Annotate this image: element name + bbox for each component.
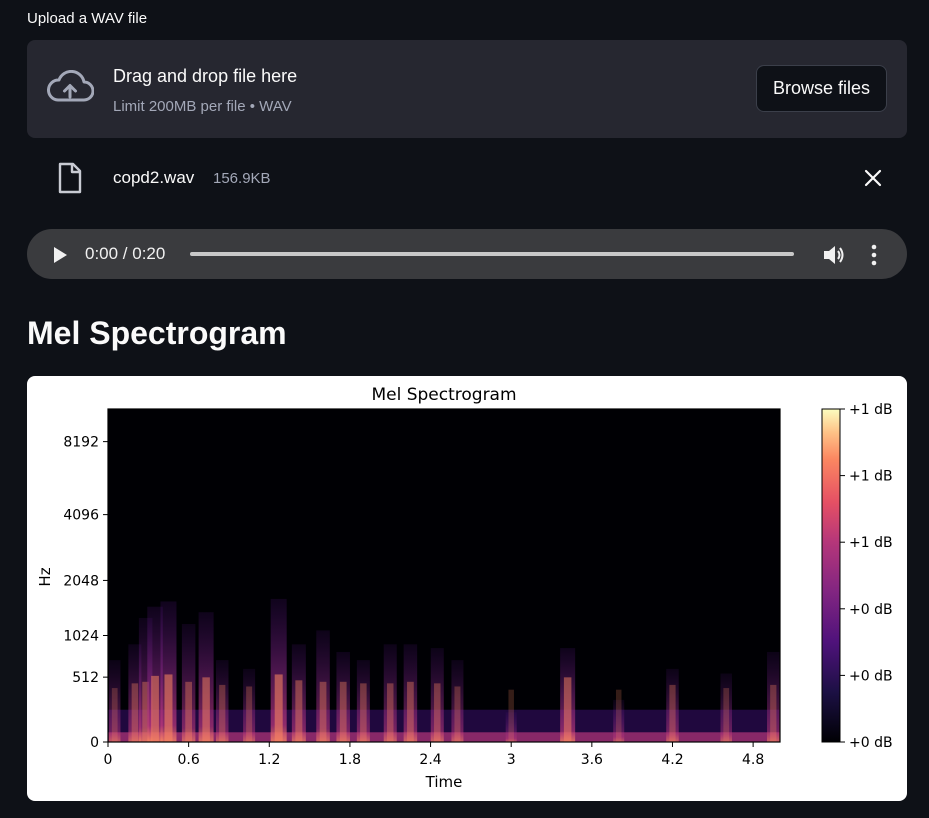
energy-core: [360, 683, 367, 742]
energy-core: [219, 684, 226, 742]
energy-core: [202, 677, 210, 742]
x-tick-label: 0: [104, 752, 113, 768]
x-tick-label: 2.4: [419, 752, 441, 768]
colorbar-tick-label: +1 dB: [849, 402, 893, 418]
energy-core: [434, 683, 441, 742]
plot-frame: [107, 408, 781, 743]
energy-column: [430, 648, 444, 742]
energy-column: [666, 668, 679, 742]
colorbar-ticks: +1 dB +1 dB +1 dB +0 dB +0 dB +0 dB: [840, 402, 893, 751]
energy-core: [319, 681, 327, 742]
mel-spectrogram-chart: Mel Spectrogram 0 0.6 1.2 1.8 2.4 3 3.6 4.2 4.8 …: [36, 385, 893, 791]
energy-column: [198, 612, 214, 742]
energy-core: [723, 688, 730, 742]
y-axis-label: Hz: [36, 567, 54, 586]
energy-core: [563, 677, 572, 742]
close-icon[interactable]: [863, 168, 883, 193]
energy-column: [403, 644, 418, 742]
energy-core: [669, 684, 676, 742]
energy-column: [451, 660, 464, 742]
y-axis-ticks: 0 512 1024 2048 4096 8192: [63, 435, 108, 751]
dropzone-subtitle: Limit 200MB per file • WAV: [113, 98, 292, 115]
energy-column: [336, 651, 350, 742]
energy-column: [356, 660, 370, 742]
x-tick-label: 4.2: [661, 752, 683, 768]
y-tick-label: 0: [90, 735, 99, 751]
dropzone-title: Drag and drop file here: [113, 66, 298, 86]
play-icon[interactable]: [52, 246, 68, 269]
energy-core: [454, 686, 461, 742]
energy-column: [128, 644, 142, 742]
energy-column: [505, 712, 517, 742]
file-icon: [57, 162, 83, 199]
energy-core: [295, 680, 303, 742]
audio-time: 0:00 / 0:20: [85, 244, 166, 263]
energy-column: [767, 651, 780, 742]
energy-core: [164, 674, 173, 742]
x-axis-label: Time: [425, 773, 463, 791]
energy-column: [613, 699, 625, 742]
energy-column: [560, 648, 576, 742]
y-tick-label: 2048: [63, 573, 99, 589]
colorbar-tick-label: +0 dB: [849, 602, 893, 618]
colorbar-tick-label: +0 dB: [849, 668, 893, 684]
x-tick-label: 4.8: [742, 752, 764, 768]
x-axis-ticks: 0 0.6 1.2 1.8 2.4 3 3.6 4.2 4.8: [104, 742, 764, 768]
colorbar-tick-label: +0 dB: [849, 735, 893, 751]
x-tick-label: 3.6: [581, 752, 603, 768]
browse-files-button[interactable]: Browse files: [756, 65, 887, 112]
mel-spectrogram-figure: Mel Spectrogram 0 0.6 1.2 1.8 2.4 3 3.6 4.2 4.8 …: [27, 376, 907, 801]
energy-core: [185, 681, 193, 742]
energy-core: [274, 674, 283, 742]
more-options-icon[interactable]: [870, 244, 878, 271]
colorbar-tick-label: +1 dB: [849, 535, 893, 551]
y-tick-label: 512: [72, 670, 99, 686]
file-dropzone[interactable]: Drag and drop file here Limit 200MB per …: [27, 40, 907, 138]
x-tick-label: 1.8: [339, 752, 361, 768]
energy-column: [108, 660, 121, 742]
x-tick-label: 0.6: [178, 752, 200, 768]
uploaded-file-row: copd2.wav 156.9KB: [27, 158, 907, 198]
energy-column: [243, 668, 256, 742]
energy-core: [508, 689, 514, 742]
cloud-upload-icon: [46, 69, 95, 109]
energy-core: [246, 686, 253, 742]
audio-player: 0:00 / 0:20: [27, 229, 907, 279]
baseline-band: [108, 732, 780, 742]
energy-core: [386, 683, 394, 742]
spectrogram-energy: [108, 598, 780, 742]
colorbar-tick-label: +1 dB: [849, 469, 893, 485]
energy-column: [215, 660, 229, 742]
y-tick-label: 1024: [63, 629, 99, 645]
file-name: copd2.wav: [113, 168, 195, 187]
x-tick-label: 1.2: [258, 752, 280, 768]
energy-column: [181, 624, 196, 742]
file-size: 156.9KB: [213, 170, 271, 187]
energy-core: [131, 683, 139, 742]
y-tick-label: 8192: [63, 435, 99, 451]
energy-column: [383, 644, 397, 742]
section-title: Mel Spectrogram: [27, 315, 287, 351]
energy-core: [770, 684, 777, 742]
energy-column: [720, 673, 732, 742]
energy-core: [615, 689, 622, 742]
energy-column: [316, 630, 330, 742]
energy-column: [291, 644, 306, 742]
energy-core: [142, 681, 150, 742]
energy-core: [151, 675, 159, 742]
x-tick-label: 3: [507, 752, 516, 768]
audio-progress-track[interactable]: [190, 252, 794, 256]
energy-core: [339, 681, 347, 742]
colorbar: [821, 408, 841, 743]
chart-title: Mel Spectrogram: [371, 385, 516, 405]
y-tick-label: 4096: [63, 508, 99, 524]
volume-icon[interactable]: [822, 244, 846, 271]
energy-core: [111, 688, 118, 742]
energy-core: [407, 681, 414, 742]
upload-label: Upload a WAV file: [27, 10, 148, 27]
